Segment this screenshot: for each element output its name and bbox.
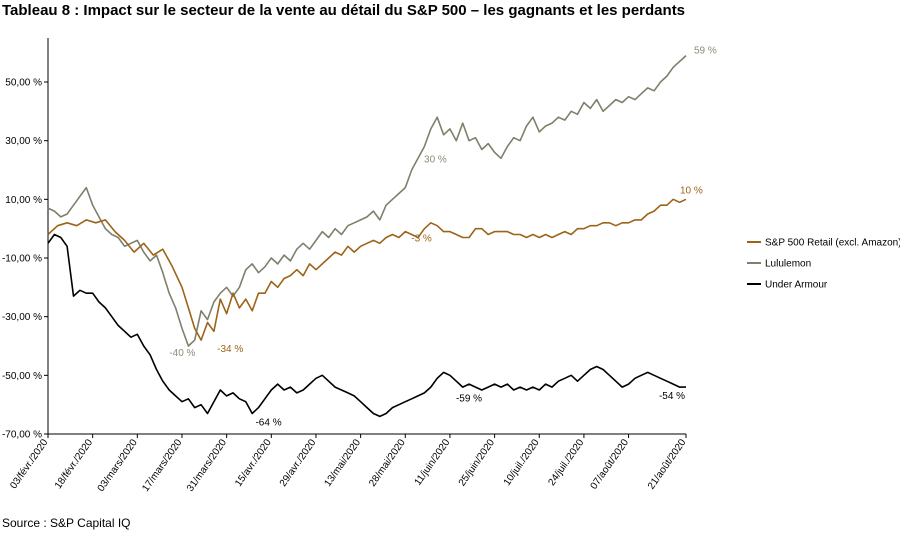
legend-label: Lululemon [765,259,811,270]
data-label: -64 % [255,417,281,428]
data-label: -3 % [411,234,432,245]
data-label: -34 % [217,344,243,355]
y-tick-label: -70,00 % [2,430,42,441]
x-tick-label: 25/juin/2020 [457,437,498,488]
data-label: -59 % [456,394,482,405]
x-tick-label: 15/avr./2020 [233,437,274,489]
y-tick-label: -50,00 % [2,371,42,382]
legend-label: Under Armour [765,280,828,291]
under-armour-line [47,233,686,418]
annotations: 59 % 10 % 30 % -3 % -40 % -34 % -64 % -59 % -54 … [169,46,717,429]
x-tick-label: 03/févr./2020 [8,437,50,491]
x-tick-label: 17/mars/2020 [140,437,184,494]
y-tick-label: 50,00 % [5,78,42,89]
y-tick-label: -30,00 % [2,312,42,323]
source-note: Source : S&P Capital IQ [2,516,131,530]
retail-line [47,198,687,341]
x-tick-label: 29/avr./2020 [278,437,319,489]
x-tick-label: 18/févr./2020 [53,437,95,491]
data-label: -40 % [169,348,195,359]
x-tick-label: 24/juil./2020 [546,437,586,488]
data-label: 59 % [694,46,717,57]
chart-title: Tableau 8 : Impact sur le secteur de la … [2,2,686,19]
x-tick-label: 21/août/2020 [646,437,689,491]
x-axis: 03/févr./2020 18/févr./2020 03/mars/2020 17… [8,433,689,494]
x-tick-label: 13/mai/2020 [322,437,363,489]
y-axis: -70,00 % -50,00 % -30,00 % -10,00 % 10,00 % 3… [2,38,49,441]
data-label: -54 % [659,391,685,402]
data-label: 10 % [680,185,703,196]
lululemon-line [47,55,687,347]
x-tick-label: 11/juin/2020 [413,437,453,488]
x-tick-label: 07/août/2020 [589,437,632,491]
data-label: 30 % [424,154,447,165]
legend: S&P 500 Retail (excl. Amazon) Lululemon Un… [747,238,900,291]
y-tick-label: -10,00 % [2,254,42,265]
x-tick-label: 03/mars/2020 [96,437,140,494]
x-tick-label: 31/mars/2020 [185,437,229,494]
y-tick-label: 10,00 % [5,195,42,206]
legend-label: S&P 500 Retail (excl. Amazon) [765,238,900,249]
series-lines [47,55,687,418]
x-tick-label: 10/juil./2020 [502,437,542,488]
y-tick-label: 30,00 % [5,136,42,147]
x-tick-label: 28/mai/2020 [367,437,408,489]
